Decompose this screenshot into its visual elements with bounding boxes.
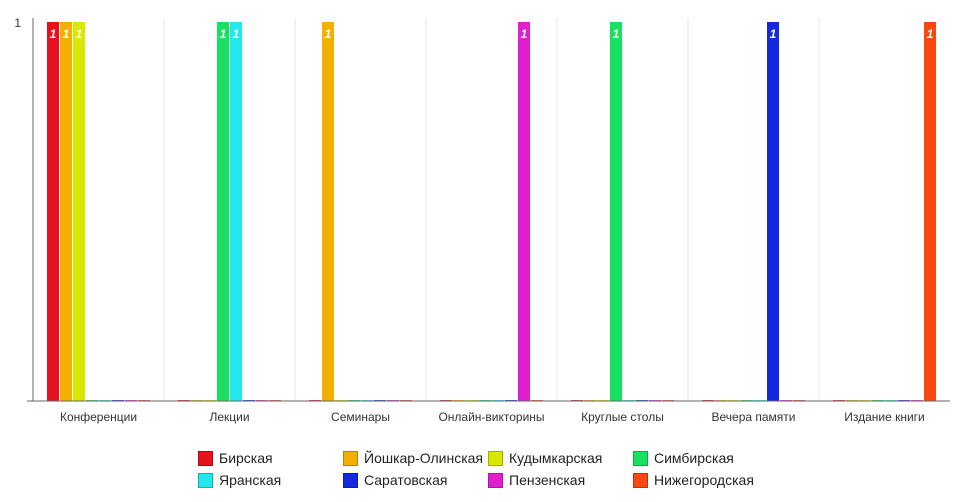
x-tick-label: Конференции (60, 410, 137, 424)
data-label: 1 (325, 27, 332, 41)
legend-label: Симбирская (654, 450, 734, 466)
data-label: 1 (63, 27, 70, 41)
legend-label: Пензенская (509, 472, 586, 488)
x-tick-label: Лекции (209, 410, 249, 424)
bar (73, 22, 85, 401)
x-tick-label: Издание книги (844, 410, 925, 424)
x-tick-label: Вечера памяти (711, 410, 795, 424)
bar (230, 22, 242, 401)
legend-swatch (198, 450, 213, 466)
legend-swatch (488, 450, 503, 466)
legend-item: Яранская (198, 471, 343, 489)
legend-item: Симбирская (633, 449, 778, 467)
legend-swatch (488, 472, 503, 488)
legend-label: Саратовская (364, 472, 448, 488)
bar (767, 22, 779, 401)
legend-label: Йошкар-Олинская (364, 450, 483, 466)
data-label: 1 (613, 27, 620, 41)
x-tick-label: Круглые столы (581, 410, 664, 424)
bar (47, 22, 59, 401)
x-tick-label: Онлайн-викторины (438, 410, 544, 424)
legend-item: Пензенская (488, 471, 633, 489)
bar (610, 22, 622, 401)
legend-swatch (633, 472, 648, 488)
legend-swatch (343, 450, 358, 466)
data-label: 1 (521, 27, 528, 41)
data-label: 1 (76, 27, 83, 41)
x-tick-label: Семинары (331, 410, 390, 424)
bar (60, 22, 72, 401)
y-tick-label: 1 (14, 16, 21, 30)
legend-label: Яранская (219, 472, 282, 488)
legend-item: Кудымкарская (488, 449, 633, 467)
legend-item: Бирская (198, 449, 343, 467)
data-label: 1 (927, 27, 934, 41)
data-label: 1 (233, 27, 240, 41)
legend-item: Йошкар-Олинская (343, 449, 488, 467)
legend-swatch (198, 472, 213, 488)
chart-legend: Бирская Йошкар-Олинская Кудымкарская Симбир… (198, 449, 798, 489)
legend-item: Нижегородская (633, 471, 778, 489)
legend-item: Саратовская (343, 471, 488, 489)
legend-swatch (633, 450, 648, 466)
data-label: 1 (770, 27, 777, 41)
bar (322, 22, 334, 401)
data-label: 1 (50, 27, 57, 41)
legend-label: Кудымкарская (509, 450, 603, 466)
bar (924, 22, 936, 401)
bar (518, 22, 530, 401)
legend-label: Бирская (219, 450, 273, 466)
data-label: 1 (220, 27, 227, 41)
legend-swatch (343, 472, 358, 488)
legend-label: Нижегородская (654, 472, 754, 488)
bar (217, 22, 229, 401)
